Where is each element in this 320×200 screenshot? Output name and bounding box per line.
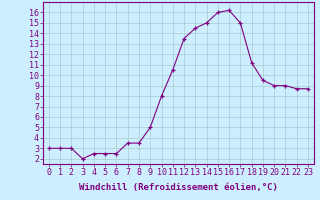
- X-axis label: Windchill (Refroidissement éolien,°C): Windchill (Refroidissement éolien,°C): [79, 183, 278, 192]
